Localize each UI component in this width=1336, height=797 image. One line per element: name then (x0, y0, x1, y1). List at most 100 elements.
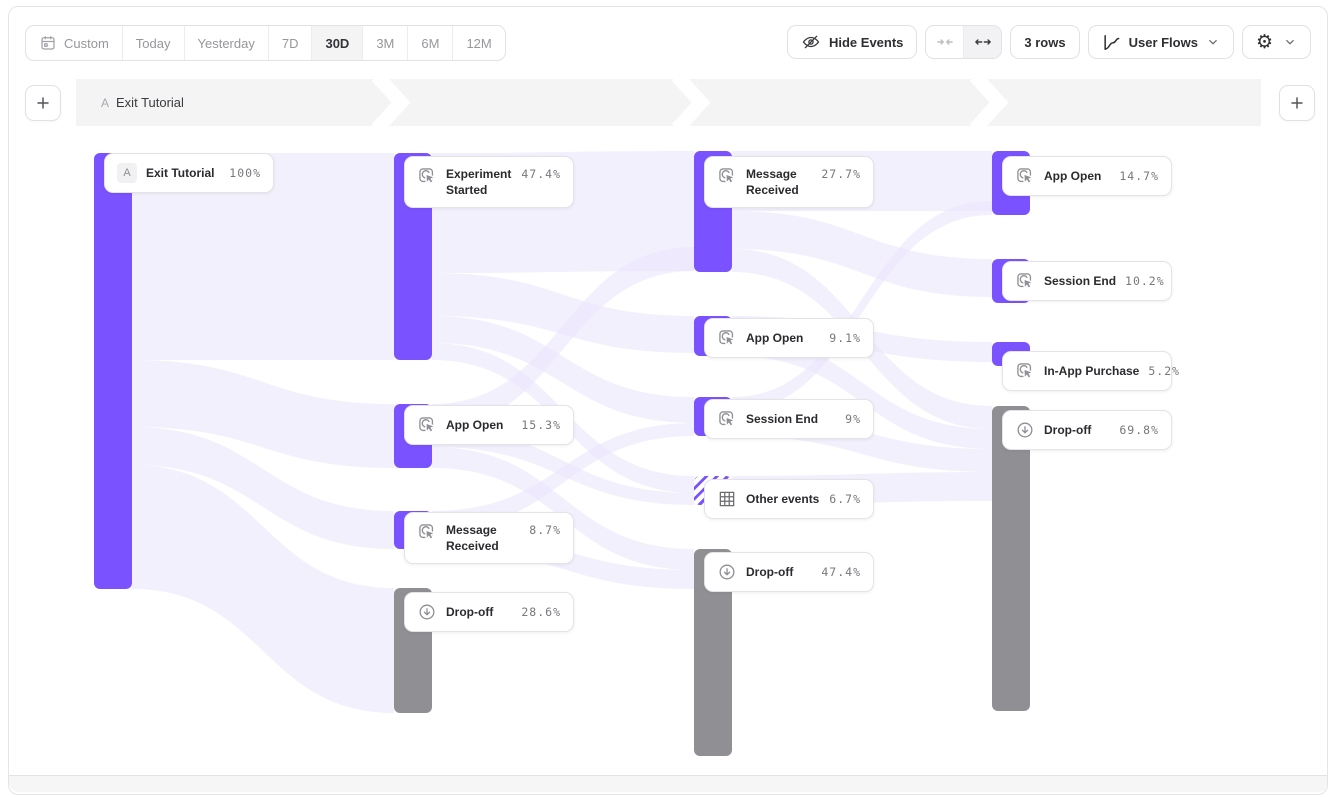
flow-node-card-drop-off[interactable]: Drop-off 28.6% (404, 592, 574, 632)
flow-node-card-drop-off[interactable]: Drop-off 69.8% (1002, 410, 1172, 450)
eye-off-icon (801, 32, 821, 52)
flow-link-ribbon[interactable] (132, 360, 394, 468)
date-range-30d[interactable]: 30D (312, 26, 364, 60)
letter-badge: A (117, 163, 137, 183)
node-percent: 27.7% (821, 167, 861, 181)
flow-link-ribbon[interactable] (732, 211, 992, 297)
add-step-right-button[interactable] (1279, 85, 1315, 121)
flow-node-bar-exit-tutorial[interactable] (94, 153, 132, 589)
flow-node-card-session-end[interactable]: Session End 9% (704, 399, 874, 439)
flow-node-card-session-end[interactable]: Session End 10.2% (1002, 261, 1172, 301)
date-range-selector: Custom Today Yesterday 7D 30D 3M 6M 12M (25, 25, 506, 61)
flow-node-card-drop-off[interactable]: Drop-off 47.4% (704, 552, 874, 592)
flow-chart-icon (1102, 33, 1121, 52)
settings-dropdown[interactable]: ⚙ (1241, 25, 1311, 59)
arrows-inward-icon (937, 39, 953, 45)
flow-link-ribbon[interactable] (432, 423, 694, 530)
event-cursor-icon (717, 328, 737, 348)
flow-node-bar-drop-off[interactable] (992, 406, 1030, 711)
node-percent: 14.7% (1119, 169, 1159, 183)
node-percent: 10.2% (1125, 274, 1165, 288)
plus-icon (1291, 97, 1303, 109)
flow-node-card-app-open[interactable]: App Open 9.1% (704, 318, 874, 358)
date-range-label: 7D (281, 35, 299, 51)
flow-node-card-other-events[interactable]: Other events 6.7% (704, 479, 874, 519)
date-range-today[interactable]: Today (123, 26, 185, 60)
spacing-toggle (925, 25, 1003, 59)
node-label: Exit Tutorial (146, 165, 215, 180)
add-step-left-button[interactable] (25, 85, 61, 121)
arrows-outward-icon (975, 39, 991, 45)
collapse-columns-button[interactable] (926, 26, 963, 58)
flow-node-card-app-open[interactable]: App Open 14.7% (1002, 156, 1172, 196)
chevron-down-icon (1286, 39, 1294, 45)
flow-link-ribbon[interactable] (432, 316, 694, 423)
event-cursor-icon (1015, 361, 1035, 381)
flow-link-ribbon[interactable] (132, 153, 394, 360)
node-percent: 9% (845, 412, 861, 426)
node-percent: 6.7% (829, 492, 861, 506)
step-title: Exit Tutorial (116, 95, 184, 110)
flow-node-card-experiment-started[interactable]: Experiment Started 47.4% (404, 156, 574, 209)
date-range-6m[interactable]: 6M (408, 26, 454, 60)
node-label: Drop-off (746, 564, 794, 579)
flow-node-card-exit-tutorial[interactable]: A Exit Tutorial 100% (104, 153, 274, 193)
plus-icon (37, 97, 49, 109)
node-percent: 47.4% (521, 167, 561, 181)
sankey-link-layer (132, 151, 992, 713)
flow-link-ribbon[interactable] (432, 273, 694, 353)
flow-node-card-app-open[interactable]: App Open 15.3% (404, 405, 574, 445)
node-percent: 100% (229, 166, 261, 180)
step-letter: A (101, 95, 110, 110)
flow-step-a[interactable]: A Exit Tutorial (101, 79, 184, 126)
expand-columns-button[interactable] (963, 26, 1002, 58)
arrow-down-circle-icon (717, 562, 737, 582)
flow-link-ribbon[interactable] (432, 447, 694, 570)
flow-link-ribbon[interactable] (132, 465, 394, 713)
date-range-label: Today (135, 35, 171, 51)
footer-strip (9, 775, 1327, 792)
chevron-down-icon (1209, 39, 1217, 45)
node-label: App Open (446, 417, 504, 432)
rows-button[interactable]: 3 rows (1010, 25, 1080, 59)
date-range-7d[interactable]: 7D (269, 26, 313, 60)
node-percent: 5.2% (1148, 364, 1181, 378)
flow-node-card-message-received[interactable]: Message Received 8.7% (404, 512, 574, 565)
hide-events-button[interactable]: Hide Events (786, 25, 918, 59)
node-percent: 8.7% (529, 523, 561, 537)
flow-link-ribbon[interactable] (732, 201, 992, 411)
view-selector-dropdown[interactable]: User Flows (1087, 25, 1234, 59)
date-range-label: 6M (421, 35, 440, 51)
app-frame: A Exit Tutorial 100% Experiment Started 47.4… (8, 6, 1328, 795)
node-label: Message Received (746, 167, 799, 198)
hide-events-label: Hide Events (828, 34, 904, 50)
flow-steps-bar: A Exit Tutorial (76, 79, 1261, 126)
node-label: Session End (746, 411, 819, 426)
date-range-3m[interactable]: 3M (363, 26, 409, 60)
node-label: App Open (1044, 168, 1102, 183)
grid-icon (717, 489, 737, 509)
event-cursor-icon (717, 409, 737, 429)
date-range-label: 30D (325, 35, 350, 51)
view-selector-label: User Flows (1128, 34, 1198, 50)
flow-node-card-in-app-purchase[interactable]: In-App Purchase 5.2% (1002, 351, 1179, 391)
flow-link-ribbon[interactable] (432, 428, 694, 505)
date-range-12m[interactable]: 12M (453, 26, 504, 60)
node-label: Message Received (446, 523, 499, 554)
node-label: Drop-off (1044, 422, 1092, 437)
arrow-down-circle-icon (417, 602, 437, 622)
flow-link-ribbon[interactable] (732, 336, 992, 449)
node-label: Drop-off (446, 604, 494, 619)
date-range-label: Yesterday (197, 35, 255, 51)
node-percent: 15.3% (521, 418, 561, 432)
gear-icon: ⚙ (1255, 30, 1273, 53)
flow-link-ribbon[interactable] (132, 427, 394, 549)
event-cursor-icon (417, 166, 437, 186)
date-range-label: Custom (64, 35, 109, 51)
toolbar-right: Hide Events 3 rows User Flows (786, 25, 1311, 59)
date-range-yesterday[interactable]: Yesterday (185, 26, 269, 60)
node-label: Other events (746, 491, 820, 506)
flow-link-ribbon[interactable] (432, 247, 694, 428)
flow-node-card-message-received[interactable]: Message Received 27.7% (704, 156, 874, 209)
date-range-custom[interactable]: Custom (26, 26, 123, 60)
